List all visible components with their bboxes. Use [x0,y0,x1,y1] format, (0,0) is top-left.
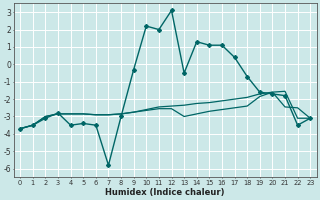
X-axis label: Humidex (Indice chaleur): Humidex (Indice chaleur) [106,188,225,197]
